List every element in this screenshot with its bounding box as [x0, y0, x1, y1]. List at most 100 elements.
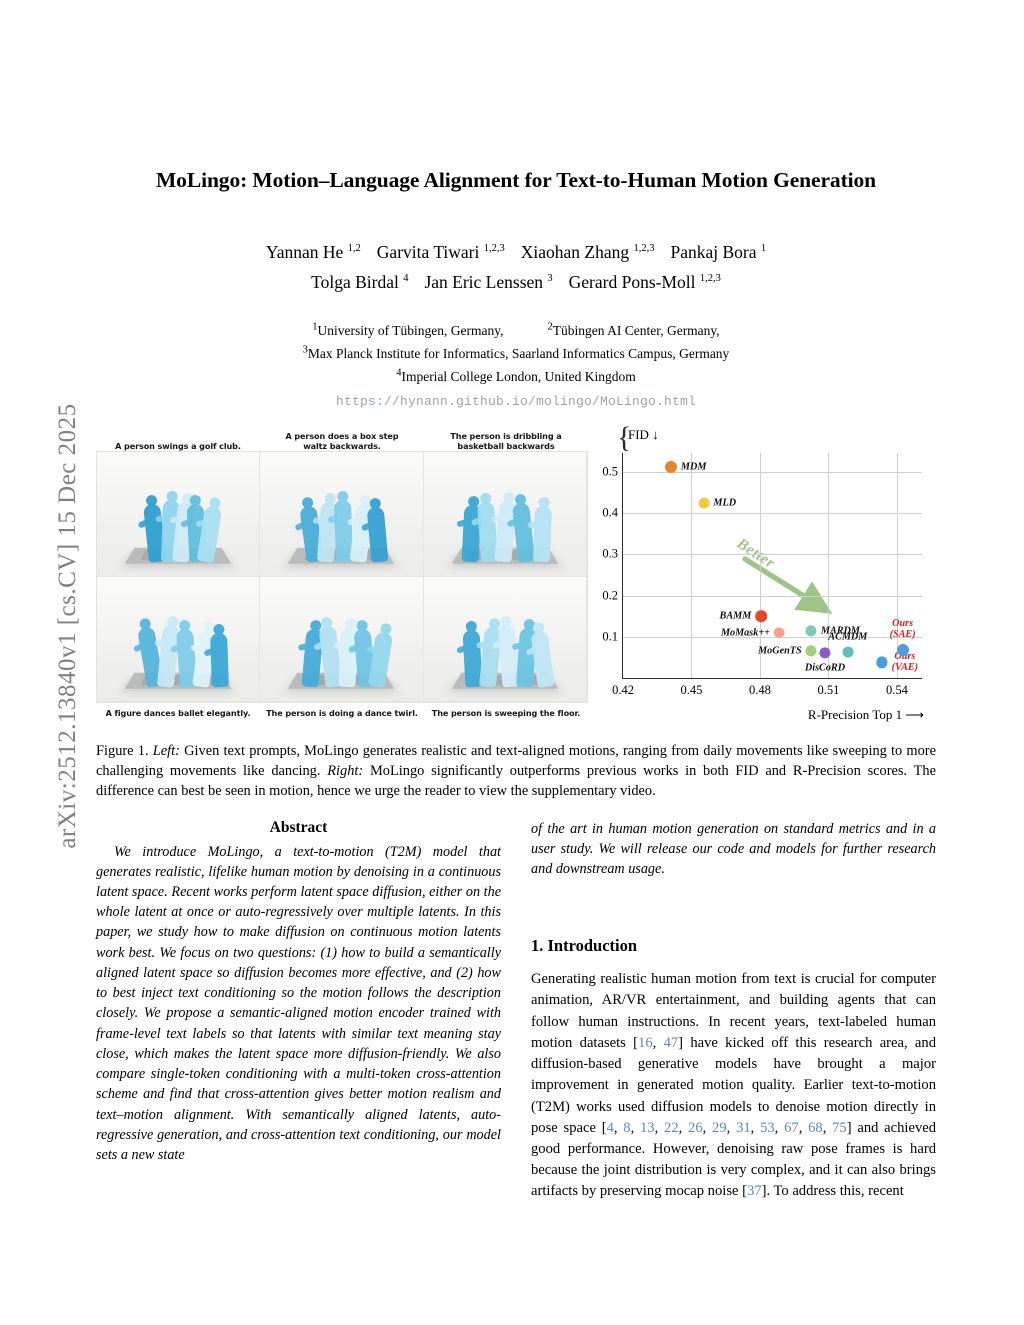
y-tick-label: 0.2: [602, 588, 618, 602]
author-row-1: Yannan He 1,2 Garvita Tiwari 1,2,3 Xiaohan…: [96, 242, 936, 263]
better-arrow-annotation: Better: [734, 535, 851, 619]
motion-figures: [97, 580, 259, 689]
teaser-motion-render: [423, 452, 587, 578]
citation-link[interactable]: 4: [606, 1119, 614, 1136]
affiliation-line-3: 4Imperial College London, United Kingdom: [96, 365, 936, 388]
paper-page: MoLingo: Motion–Language Alignment for T…: [96, 0, 936, 1325]
affiliation-marker: 3: [302, 344, 308, 356]
y-tick-label: 0.1: [602, 629, 618, 644]
introduction-paragraph: Generating realistic human motion from t…: [531, 971, 937, 1200]
figure-caption: Figure 1. Left: Given text prompts, MoLi…: [96, 743, 936, 800]
teaser-caption: A figure dances ballet elegantly.: [105, 708, 251, 719]
scatter-point-label: ACMDM: [828, 632, 868, 644]
teaser-motion-render: [260, 577, 424, 703]
citation-link[interactable]: 8: [623, 1119, 631, 1136]
affiliation-marker: 1: [312, 321, 318, 332]
author-affiliation-marker: 4: [403, 273, 409, 285]
teaser-caption: The person is doing a dance twirl.: [266, 708, 418, 719]
affiliations: 1University of Tübingen, Germany, 2Tübing…: [96, 318, 936, 388]
project-url-link[interactable]: https://hynann.github.io/molingo/MoLingo…: [335, 394, 697, 410]
affiliation-line-2: 3Max Planck Institute for Informatics, S…: [96, 341, 936, 364]
axis-brace-icon: {: [617, 421, 632, 455]
figure-1: A person swings a golf club. A person doe…: [96, 421, 936, 730]
human-mesh-figure: [511, 502, 535, 563]
author-name: Xiaohan Zhang 1,2,3: [520, 242, 655, 262]
left-column: Abstract We introduce MoLingo, a text-to…: [96, 819, 501, 1203]
citation-link[interactable]: 13: [640, 1119, 655, 1136]
author-row-2: Tolga Birdal 4 Jan Eric Lenssen 3 Gerard P…: [96, 272, 936, 293]
x-tick-label: 0.54: [885, 683, 908, 698]
scatter-point-label: Ours (VAE): [891, 651, 919, 674]
abstract-heading: Abstract: [269, 818, 328, 836]
citation-link[interactable]: 53: [760, 1119, 775, 1136]
gridline-vertical: [759, 453, 761, 679]
caption-left-marker: Left:: [152, 743, 180, 760]
human-mesh-figure: [366, 506, 389, 563]
plot-area: Better 0.1 0.2 0.3 0.4 0.5 0.42 0.45 0.48 0.51 0.…: [602, 453, 922, 697]
teaser-motion-render: [423, 577, 587, 703]
teaser-caption: The person is dribbling a basketball back…: [450, 430, 562, 451]
y-tick-label: 0.4: [602, 505, 618, 520]
teaser-motion-render: [97, 577, 261, 703]
author-name: Garvita Tiwari 1,2,3: [376, 242, 505, 262]
citation-link[interactable]: 31: [736, 1119, 751, 1136]
citation-link[interactable]: 68: [808, 1119, 823, 1136]
introduction-heading: 1. Introduction: [531, 936, 638, 956]
x-tick-label: 0.45: [680, 683, 703, 698]
scatter-point: [842, 647, 854, 658]
citation-link[interactable]: 67: [784, 1119, 799, 1136]
abstract-text: We introduce MoLingo, a text-to-motion (…: [96, 843, 501, 1164]
scatter-point: [805, 645, 817, 657]
x-tick-label: 0.42: [612, 683, 634, 698]
scatter-point: [819, 647, 831, 659]
body-columns: Abstract We introduce MoLingo, a text-to…: [96, 819, 936, 1203]
teaser-motion-render: [97, 452, 261, 578]
author-name: Jan Eric Lenssen 3: [424, 272, 553, 292]
gridline-vertical: [896, 453, 898, 679]
teaser-caption: A person does a box step waltz backwards.: [285, 430, 399, 451]
affiliation-entry: 4Imperial College London, United Kingdom: [396, 367, 636, 385]
human-mesh-figure: [209, 632, 229, 688]
fid-rprecision-scatter: { FID ↓ Better 0.: [588, 421, 928, 725]
scatter-point: [896, 644, 909, 656]
scatter-point: [876, 656, 888, 668]
affiliation-marker: 2: [547, 321, 553, 332]
author-name: Yannan He 1,2: [265, 242, 361, 262]
scatter-point-label: MARDM: [820, 625, 860, 637]
arxiv-stamp: arXiv:2512.13840v1 [cs.CV] 15 Dec 2025: [54, 403, 81, 849]
citation-link[interactable]: 29: [712, 1119, 727, 1136]
page-title: MoLingo: Motion–Language Alignment for T…: [155, 168, 877, 192]
author-affiliation-marker: 3: [547, 273, 553, 285]
teaser-grid: [96, 451, 588, 704]
y-axis-label: FID ↓: [628, 427, 659, 443]
scatter-point: [698, 498, 710, 509]
motion-figures: [97, 455, 259, 564]
scatter-point-label: BAMM: [719, 610, 752, 622]
teaser-captions-top: A person swings a golf club. A person doe…: [96, 425, 588, 451]
motion-figures: [260, 455, 422, 563]
citation-link[interactable]: 75: [832, 1119, 847, 1136]
affiliation-entry: 2Tübingen AI Center, Germany,: [547, 321, 720, 338]
citation-link[interactable]: 22: [664, 1119, 679, 1136]
scatter-point-label: MoGenTS: [758, 645, 802, 657]
gridline-horizontal: [623, 554, 922, 556]
citation-link[interactable]: 37: [747, 1183, 762, 1200]
affiliation-entry: 1University of Tübingen, Germany,: [312, 321, 504, 338]
gridline-horizontal: [623, 636, 922, 638]
human-mesh-figure: [533, 505, 553, 563]
teaser-captions-bottom: A figure dances ballet elegantly. The per…: [96, 703, 588, 730]
citation-link[interactable]: 16: [638, 1034, 653, 1051]
scatter-point: [773, 627, 785, 639]
gridline-vertical: [691, 453, 693, 679]
author-name: Gerard Pons-Moll 1,2,3: [568, 272, 721, 292]
citation-link[interactable]: 47: [663, 1034, 679, 1051]
scatter-point: [664, 460, 677, 473]
citation-link[interactable]: 26: [688, 1119, 703, 1136]
x-axis-label: R-Precision Top 1 ⟶: [807, 707, 924, 723]
author-name: Tolga Birdal 4: [311, 272, 409, 292]
author-affiliation-marker: 1: [760, 243, 767, 255]
scatter-point-label: MLD: [713, 497, 737, 509]
scatter-point: [805, 625, 817, 637]
teaser-panel: A person swings a golf club. A person doe…: [96, 425, 588, 730]
teaser-caption: The person is sweeping the floor.: [431, 708, 581, 719]
